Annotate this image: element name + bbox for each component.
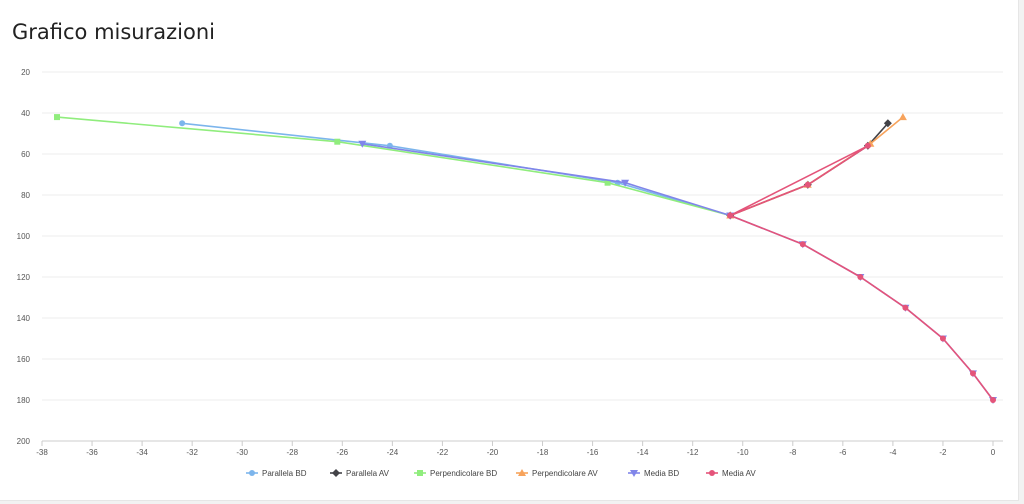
x-tick-label: -2	[939, 448, 947, 457]
x-tick-label: 0	[991, 448, 996, 457]
series-line-5	[362, 143, 994, 401]
legend-item[interactable]: Perpendicolare AV	[516, 469, 598, 478]
data-point	[857, 274, 864, 280]
x-tick-label: -32	[186, 448, 198, 457]
x-tick-label: -16	[587, 448, 599, 457]
x-tick-label: -26	[337, 448, 349, 457]
data-point	[864, 142, 871, 149]
series-line-3	[56, 116, 731, 217]
x-tick-label: -8	[789, 448, 797, 457]
y-tick-label: 80	[21, 191, 30, 200]
legend-marker	[518, 469, 526, 476]
x-tick-label: -30	[236, 448, 248, 457]
series-line-1	[182, 122, 731, 217]
data-point	[990, 397, 996, 403]
data-point	[334, 138, 341, 145]
legend-label: Parallela BD	[262, 469, 307, 478]
data-point	[898, 113, 907, 121]
y-tick-label: 200	[17, 437, 31, 446]
legend-label: Media AV	[722, 469, 756, 478]
y-tick-label: 140	[17, 314, 31, 323]
legend-marker	[630, 470, 638, 477]
data-point	[621, 179, 630, 187]
legend-marker	[709, 470, 715, 476]
data-point	[969, 370, 976, 377]
legend-label: Perpendicolare AV	[532, 469, 598, 478]
x-tick-label: -12	[687, 448, 699, 457]
x-tick-label: -36	[86, 448, 98, 457]
legend-item[interactable]: Parallela AV	[330, 469, 390, 478]
series-line-4	[729, 116, 904, 217]
legend-label: Media BD	[644, 469, 679, 478]
data-point	[54, 114, 61, 121]
y-tick-label: 180	[17, 396, 31, 405]
x-tick-label: -14	[637, 448, 649, 457]
data-point	[604, 179, 611, 186]
x-tick-label: -4	[889, 448, 897, 457]
legend-marker	[417, 470, 423, 476]
data-point	[358, 140, 367, 148]
x-tick-label: -24	[387, 448, 399, 457]
y-tick-label: 20	[21, 68, 30, 77]
x-tick-label: -6	[839, 448, 847, 457]
data-point	[883, 119, 892, 128]
data-point	[804, 181, 811, 188]
y-tick-label: 60	[21, 150, 30, 159]
legend-item[interactable]: Parallela BD	[246, 469, 307, 478]
legend-marker	[332, 469, 340, 477]
x-tick-label: -28	[286, 448, 298, 457]
x-tick-label: -10	[737, 448, 749, 457]
legend-label: Parallela AV	[346, 469, 390, 478]
x-tick-label: -22	[437, 448, 449, 457]
data-point	[902, 304, 909, 311]
legend-label: Perpendicolare BD	[430, 469, 497, 478]
legend-marker	[249, 470, 255, 476]
y-tick-label: 40	[21, 109, 30, 118]
x-tick-label: -38	[36, 448, 48, 457]
series-line-2	[729, 122, 889, 217]
x-tick-label: -20	[487, 448, 499, 457]
chart-title: Grafico misurazioni	[12, 20, 215, 44]
legend-item[interactable]: Perpendicolare BD	[414, 469, 497, 478]
legend-item[interactable]: Media AV	[706, 469, 756, 478]
series-line-6	[729, 145, 994, 401]
y-tick-label: 100	[17, 232, 31, 241]
legend-item[interactable]: Media BD	[628, 469, 679, 478]
data-point	[939, 335, 946, 342]
y-tick-label: 120	[17, 273, 31, 282]
x-tick-label: -18	[537, 448, 549, 457]
y-tick-label: 160	[17, 355, 31, 364]
data-point	[179, 120, 186, 127]
data-point	[727, 212, 734, 219]
data-point	[799, 241, 806, 248]
x-tick-label: -34	[136, 448, 148, 457]
